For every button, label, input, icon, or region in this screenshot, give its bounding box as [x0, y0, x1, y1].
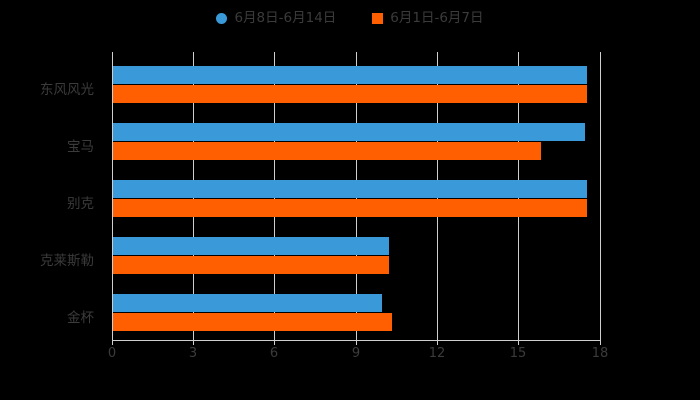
bar-group-2 — [112, 180, 600, 218]
bar-series-2-cat-1[interactable] — [113, 142, 541, 160]
bar-group-1 — [112, 123, 600, 161]
bar-series-2-cat-3[interactable] — [113, 256, 389, 274]
x-tick-label-0: 0 — [107, 346, 117, 361]
y-axis-label-4: 金杯 — [67, 310, 94, 326]
y-axis-line — [112, 52, 113, 340]
x-tick-mark-15 — [518, 340, 519, 345]
y-axis-label-1: 宝马 — [67, 139, 94, 155]
x-tick-label-12: 12 — [428, 346, 446, 361]
bar-group-4 — [112, 294, 600, 332]
y-axis-label-2: 别克 — [67, 196, 94, 212]
x-tick-mark-6 — [274, 340, 275, 345]
x-tick-mark-0 — [112, 340, 113, 345]
bar-series-2-cat-4[interactable] — [113, 313, 392, 331]
x-tick-label-15: 15 — [509, 346, 527, 361]
bar-series-1-cat-1[interactable] — [113, 123, 585, 141]
bar-group-0 — [112, 66, 600, 104]
bar-series-2-cat-0[interactable] — [113, 85, 587, 103]
legend-label-series-1: 6月8日-6月14日 — [234, 10, 337, 26]
x-tick-label-18: 18 — [591, 346, 609, 361]
y-axis-label-0: 东风风光 — [40, 82, 94, 98]
x-tick-mark-9 — [356, 340, 357, 345]
legend-item-series-2[interactable]: 6月1日-6月7日 — [372, 10, 484, 26]
bar-series-1-cat-2[interactable] — [113, 180, 587, 198]
circle-marker-icon — [216, 12, 228, 24]
square-marker-icon — [372, 12, 384, 24]
bar-series-2-cat-2[interactable] — [113, 199, 587, 217]
y-axis-labels: 东风风光 宝马 别克 克莱斯勒 金杯 — [0, 52, 104, 340]
x-tick-mark-18 — [600, 340, 601, 345]
bar-group-3 — [112, 237, 600, 275]
bar-series-1-cat-0[interactable] — [113, 66, 587, 84]
x-tick-mark-12 — [437, 340, 438, 345]
gridline-18 — [600, 52, 601, 340]
bar-series-1-cat-4[interactable] — [113, 294, 382, 312]
bar-series-1-cat-3[interactable] — [113, 237, 389, 255]
y-axis-label-3: 克莱斯勒 — [40, 253, 94, 269]
x-tick-label-3: 3 — [188, 346, 198, 361]
plot-area: 0 3 6 9 12 15 18 — [108, 52, 608, 361]
x-tick-mark-3 — [193, 340, 194, 345]
legend-item-series-1[interactable]: 6月8日-6月14日 — [216, 11, 336, 25]
x-tick-label-6: 6 — [269, 346, 279, 361]
legend-label-series-2: 6月1日-6月7日 — [390, 10, 484, 26]
chart-legend: 6月8日-6月14日 6月1日-6月7日 — [0, 6, 700, 30]
x-tick-label-9: 9 — [351, 346, 361, 361]
